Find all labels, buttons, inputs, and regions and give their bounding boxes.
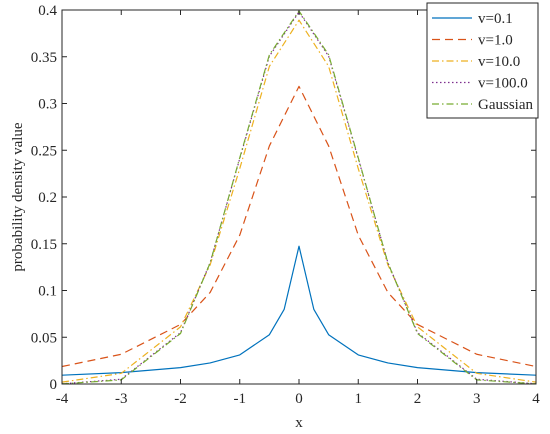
y-axis: 0 0.05 0.1 0.15 0.2 0.25 0.3 0.35 0.4 xyxy=(31,3,536,393)
x-axis-label: x xyxy=(295,415,303,431)
series-line-0 xyxy=(61,245,537,376)
legend-label-3: v=100.0 xyxy=(478,76,528,92)
y-tick-label: 0.25 xyxy=(31,143,57,159)
series-line-2 xyxy=(61,19,537,383)
y-tick-label: 0.05 xyxy=(31,330,57,346)
y-tick-label: 0.15 xyxy=(31,237,57,253)
y-tick-label: 0.4 xyxy=(38,3,57,19)
y-tick-label: 0.35 xyxy=(31,50,57,66)
x-tick-label: -2 xyxy=(174,391,187,407)
legend-box xyxy=(426,2,539,119)
x-axis: -4 -3 -2 -1 0 1 2 3 4 xyxy=(56,10,540,407)
series-line-1 xyxy=(61,85,537,368)
legend-label-4: Gaussian xyxy=(478,97,533,113)
x-tick-label: 2 xyxy=(414,391,422,407)
x-tick-label: -3 xyxy=(115,391,128,407)
x-tick-label: 1 xyxy=(355,391,363,407)
x-tick-label: 0 xyxy=(295,391,303,407)
legend-label-1: v=1.0 xyxy=(478,33,513,49)
legend-label-2: v=10.0 xyxy=(478,54,520,70)
x-tick-label: -1 xyxy=(234,391,247,407)
y-tick-label: 0.3 xyxy=(38,97,57,113)
legend: v=0.1 v=1.0 v=10.0 v=100.0 Gaussian xyxy=(426,2,539,119)
x-tick-label: 3 xyxy=(473,391,481,407)
y-axis-label: probability density value xyxy=(10,122,26,271)
x-tick-label: -4 xyxy=(56,391,69,407)
legend-label-0: v=0.1 xyxy=(478,11,513,27)
x-tick-label: 4 xyxy=(532,391,540,407)
y-tick-label: 0.2 xyxy=(38,190,57,206)
y-tick-label: 0 xyxy=(50,377,58,393)
y-tick-label: 0.1 xyxy=(38,284,57,300)
